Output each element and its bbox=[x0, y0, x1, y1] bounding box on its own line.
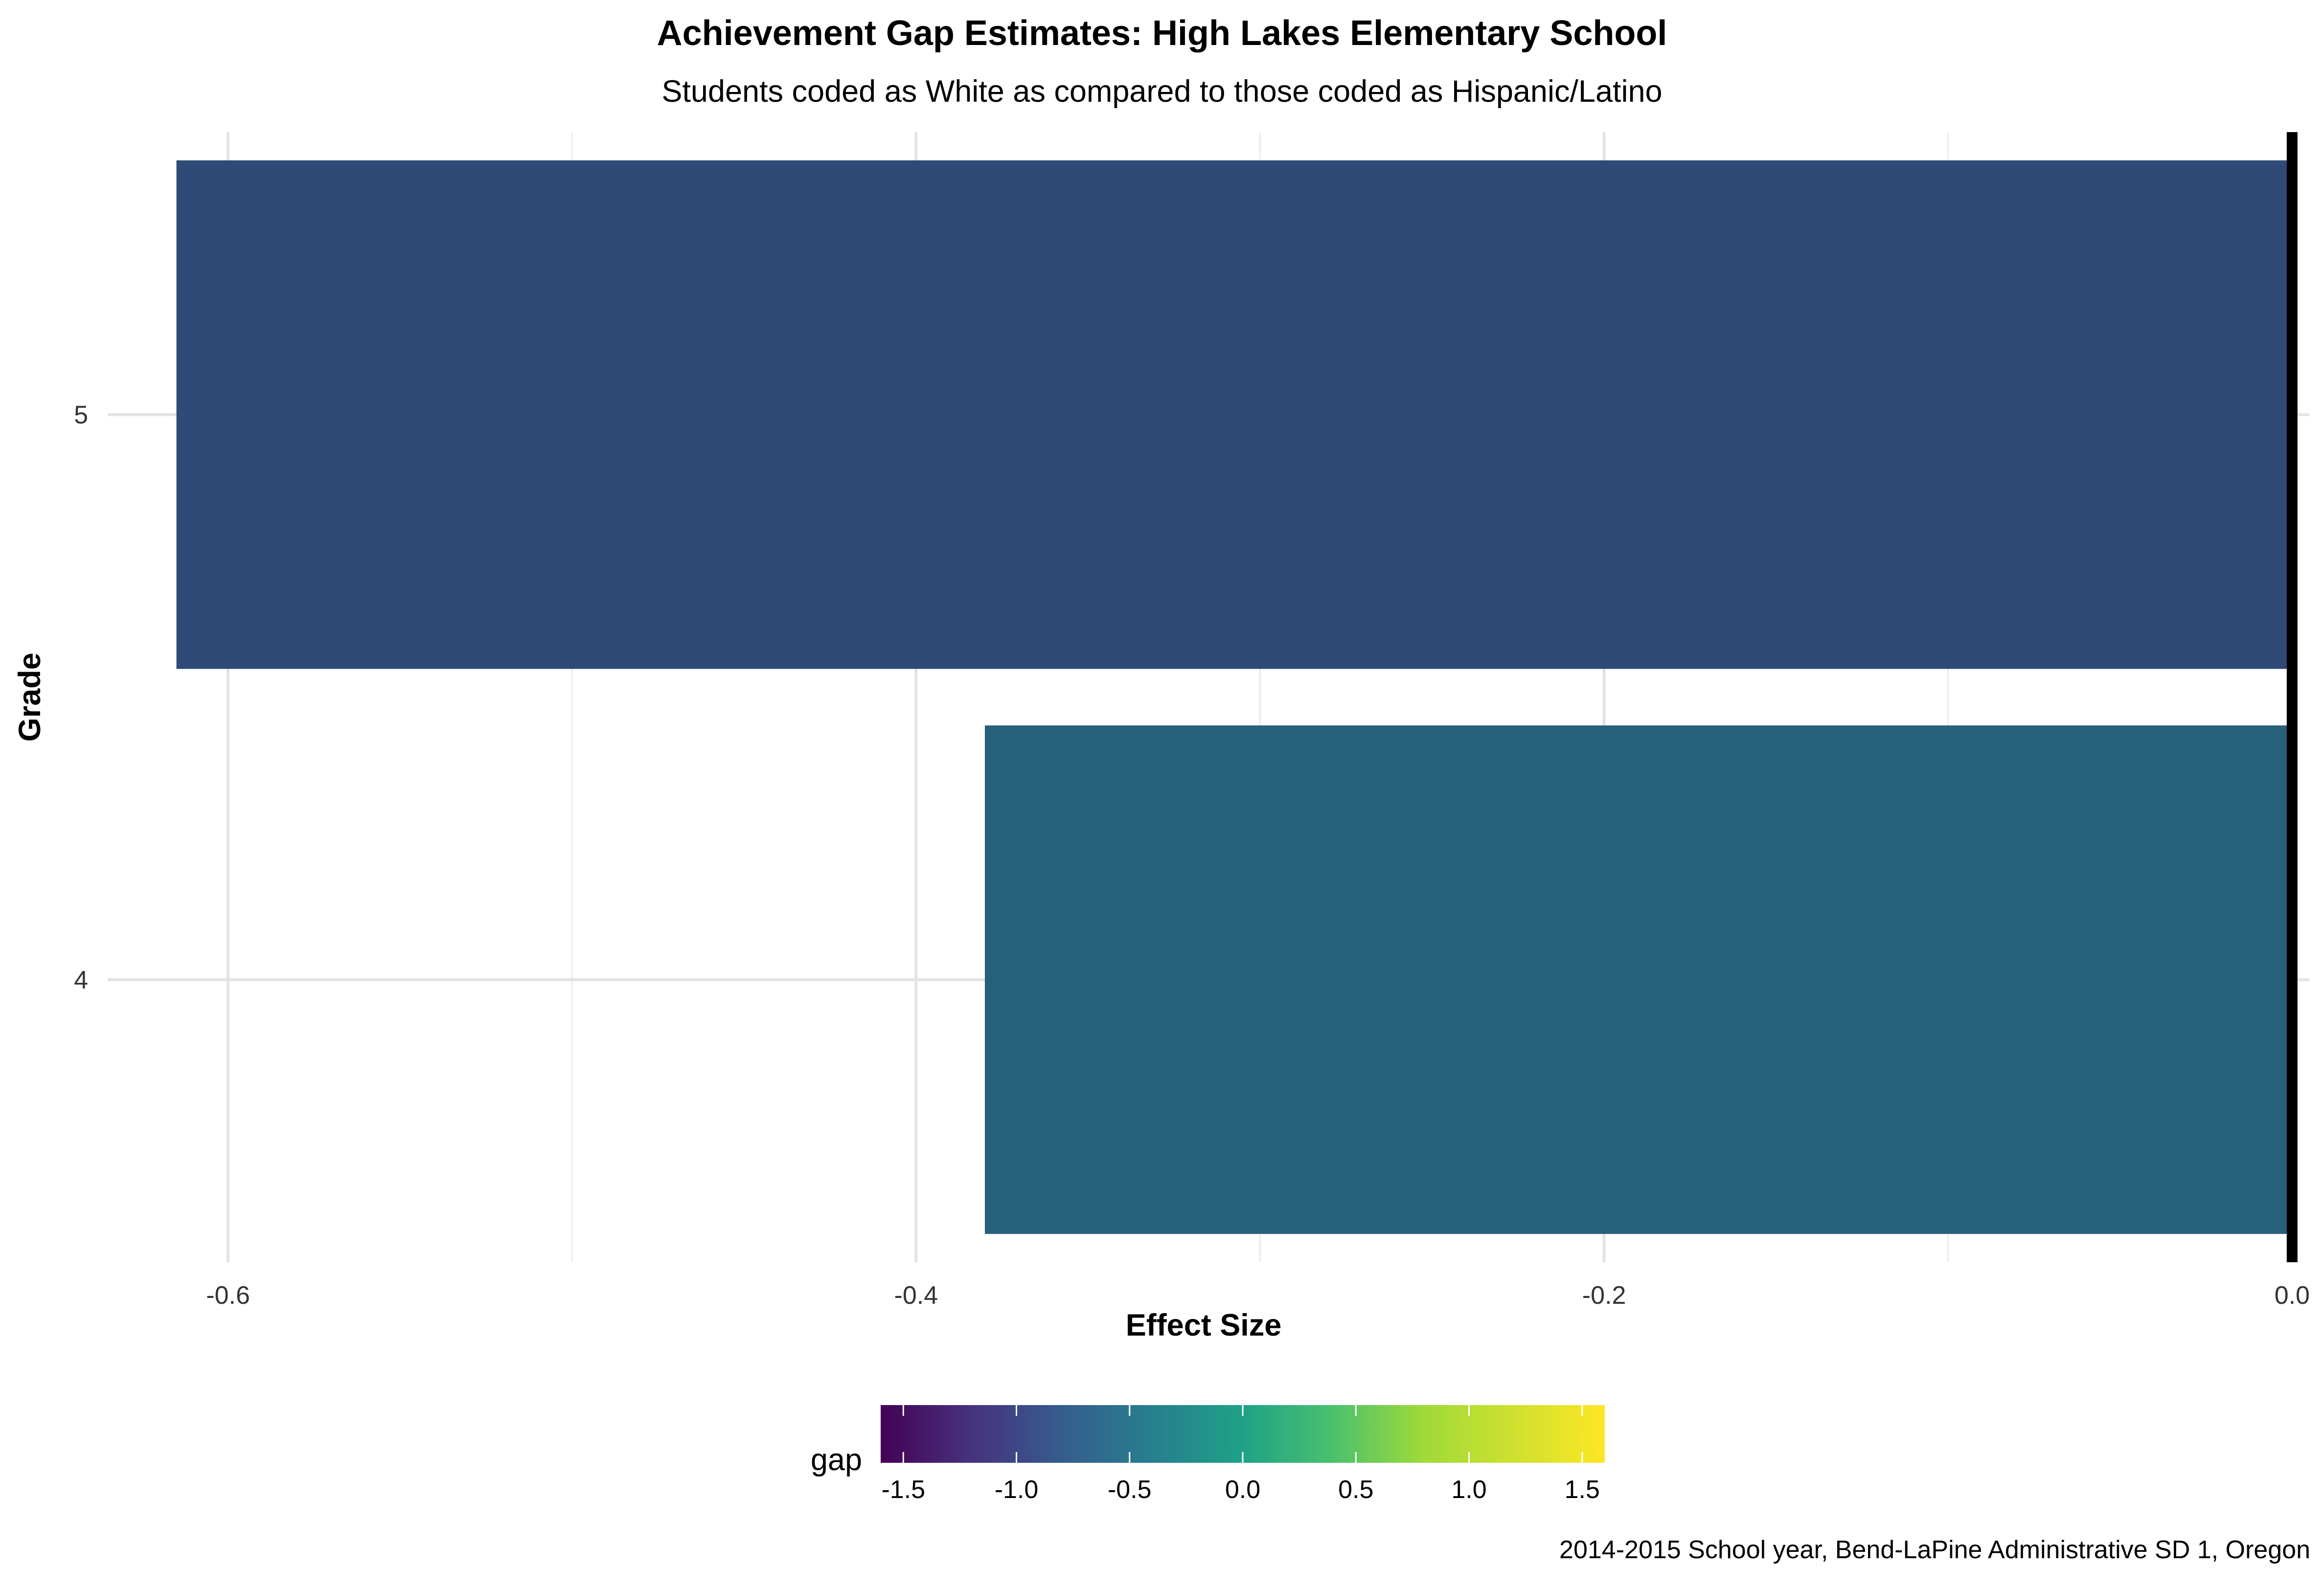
bar-grade-5 bbox=[176, 160, 2292, 669]
x-tick-label: -0.4 bbox=[894, 1281, 938, 1310]
legend-tick-label: 0.0 bbox=[1225, 1476, 1260, 1504]
bar-grade-4 bbox=[984, 725, 2292, 1234]
legend-tick-label: 1.0 bbox=[1451, 1476, 1486, 1504]
y-tick-label: 5 bbox=[74, 401, 88, 430]
x-tick-label: -0.6 bbox=[206, 1281, 250, 1310]
chart-caption: 2014-2015 School year, Bend-LaPine Admin… bbox=[1559, 1536, 2310, 1564]
y-axis-label: Grade bbox=[13, 653, 47, 742]
x-axis-label: Effect Size bbox=[1126, 1308, 1282, 1342]
legend: gap -1.5 -1.0 -0.5 0.0 0.5 1.0 1.5 bbox=[811, 1405, 1605, 1504]
chart-subtitle: Students coded as White as compared to t… bbox=[661, 74, 1662, 109]
legend-tick-label: -1.5 bbox=[881, 1476, 925, 1504]
y-tick-label: 4 bbox=[74, 966, 88, 995]
chart-title: Achievement Gap Estimates: High Lakes El… bbox=[657, 14, 1667, 53]
legend-title: gap bbox=[811, 1443, 862, 1477]
legend-ticks: -1.5 -1.0 -0.5 0.0 0.5 1.0 1.5 bbox=[881, 1405, 1600, 1504]
bars bbox=[176, 160, 2292, 1234]
legend-tick-label: -1.0 bbox=[995, 1476, 1039, 1504]
x-tick-labels: -0.6 -0.4 -0.2 0.0 bbox=[206, 1281, 2310, 1310]
legend-tick-label: 0.5 bbox=[1338, 1476, 1373, 1504]
x-tick-label: -0.2 bbox=[1582, 1281, 1626, 1310]
y-tick-labels: 45 bbox=[74, 401, 88, 995]
legend-tick-label: -0.5 bbox=[1108, 1476, 1152, 1504]
legend-tick-label: 1.5 bbox=[1565, 1476, 1600, 1504]
x-tick-label: 0.0 bbox=[2275, 1281, 2310, 1310]
